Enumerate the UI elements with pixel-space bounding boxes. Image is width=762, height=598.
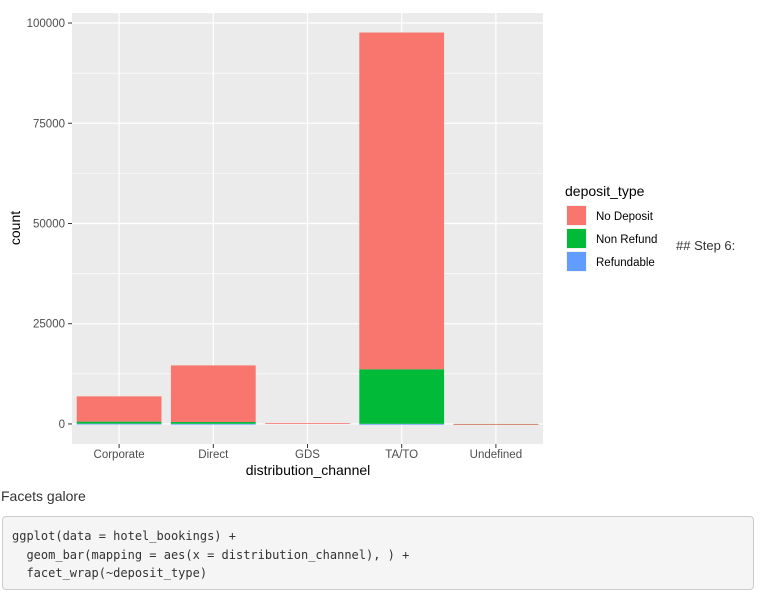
- legend-swatch: [567, 229, 586, 248]
- y-tick-label: 100000: [27, 18, 65, 30]
- x-tick-label: TA/TO: [385, 449, 418, 461]
- chart-svg: 0 25000 50000 75000 100000 Corporate Direct GD…: [7, 13, 657, 478]
- bars-layer: [76, 32, 539, 425]
- x-tick-label: Direct: [198, 449, 229, 461]
- bar-no-deposit: [359, 32, 445, 370]
- x-tick-label: Corporate: [94, 449, 145, 461]
- legend-label: No Deposit: [596, 211, 654, 223]
- bar-refundable: [359, 423, 445, 425]
- x-tick-label: GDS: [295, 449, 320, 461]
- legend-title: deposit_type: [565, 183, 645, 199]
- legend-swatch: [567, 252, 586, 271]
- bar-no-deposit: [170, 365, 256, 422]
- legend-label: Non Refund: [596, 234, 657, 246]
- bar-non-refund: [359, 369, 445, 424]
- x-axis: Corporate Direct GDS TA/TO Undefined: [94, 444, 522, 461]
- bar-refundable: [76, 423, 162, 425]
- x-axis-title: distribution_channel: [246, 462, 371, 478]
- y-axis: 0 25000 50000 75000 100000: [27, 18, 72, 431]
- legend-swatch: [567, 206, 586, 225]
- bar-no-deposit: [76, 396, 162, 422]
- y-tick-label: 50000: [33, 218, 65, 230]
- x-tick-label: Undefined: [470, 449, 522, 461]
- bar-non-refund: [170, 421, 256, 424]
- y-tick-label: 75000: [33, 118, 65, 130]
- bar-chart: 0 25000 50000 75000 100000 Corporate Direct GD…: [7, 13, 657, 478]
- y-axis-title: count: [7, 211, 23, 245]
- bar-refundable: [170, 423, 256, 425]
- step-heading-text: ## Step 6:: [676, 238, 736, 253]
- paragraph-text: Facets galore: [1, 488, 86, 504]
- code-line: facet_wrap(~deposit_type): [12, 566, 208, 580]
- bar-no-deposit: [453, 423, 539, 425]
- y-tick-label: 25000: [33, 319, 65, 331]
- legend: deposit_type No Deposit Non Refund Refunda…: [565, 183, 657, 272]
- bar-no-deposit: [265, 423, 350, 424]
- code-line: ggplot(data = hotel_bookings) +: [12, 529, 236, 543]
- legend-label: Refundable: [596, 257, 655, 269]
- bar-non-refund: [76, 421, 162, 424]
- code-block: ggplot(data = hotel_bookings) + geom_bar…: [2, 516, 754, 590]
- y-tick-label: 0: [59, 419, 65, 431]
- code-line: geom_bar(mapping = aes(x = distribution_…: [12, 547, 410, 562]
